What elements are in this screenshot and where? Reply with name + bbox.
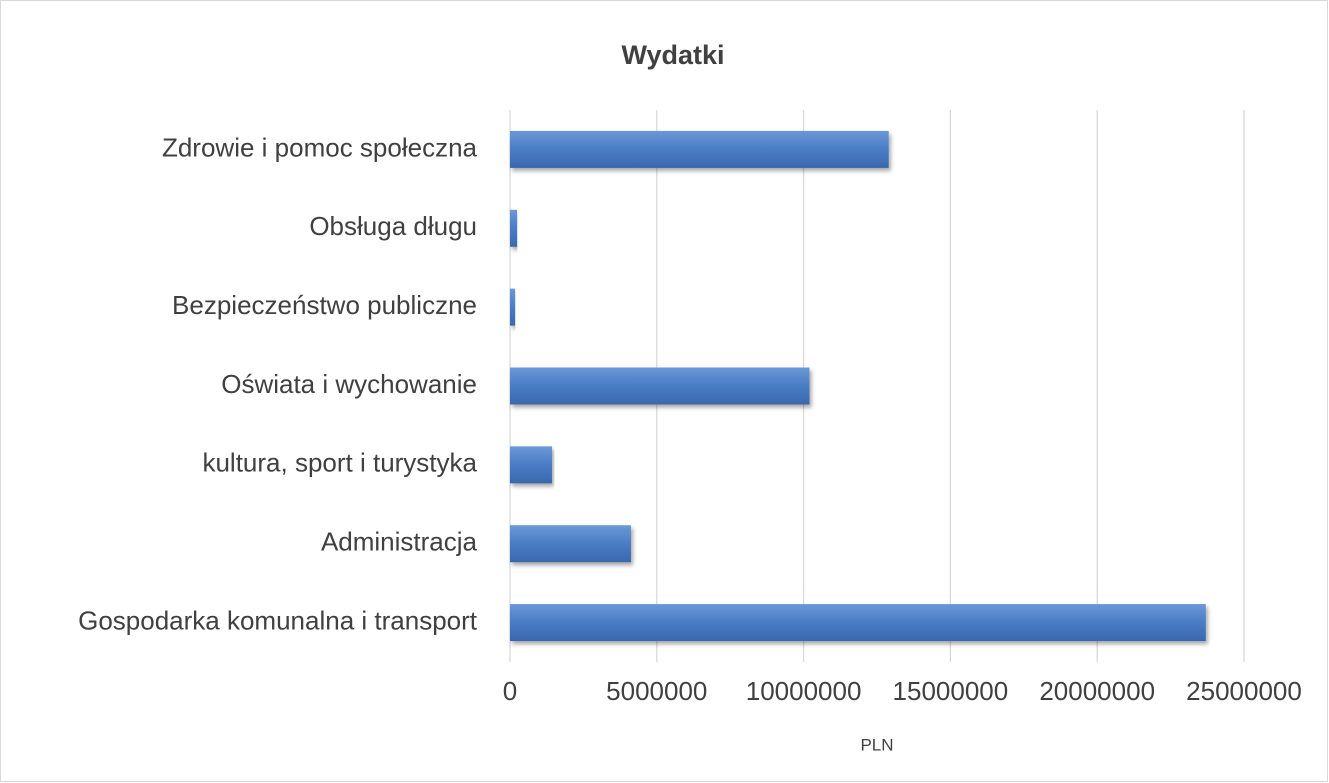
bar	[510, 367, 810, 405]
y-tick-label: Administracja	[321, 527, 478, 557]
x-tick-label: 10000000	[746, 676, 862, 706]
bar	[510, 525, 631, 563]
x-tick-label: 5000000	[606, 676, 707, 706]
y-tick-label: Oświata i wychowanie	[221, 369, 477, 399]
bar	[510, 288, 515, 326]
x-tick-label: 25000000	[1186, 676, 1302, 706]
y-tick-label: Gospodarka komunalna i transport	[78, 605, 478, 635]
x-tick-label: 15000000	[893, 676, 1009, 706]
y-tick-label: kultura, sport i turystyka	[202, 448, 477, 478]
chart-title: Wydatki	[621, 40, 724, 70]
x-tick-label: 0	[503, 676, 517, 706]
bar	[510, 446, 552, 484]
x-tick-label: 20000000	[1039, 676, 1155, 706]
bar	[510, 130, 889, 168]
y-tick-label: Bezpieczeństwo publiczne	[172, 290, 477, 320]
y-tick-label: Obsługa długu	[309, 211, 477, 241]
y-tick-label: Zdrowie i pomoc społeczna	[162, 132, 478, 162]
bar	[510, 209, 518, 247]
x-axis-title: PLN	[860, 735, 893, 754]
bar	[510, 604, 1206, 642]
